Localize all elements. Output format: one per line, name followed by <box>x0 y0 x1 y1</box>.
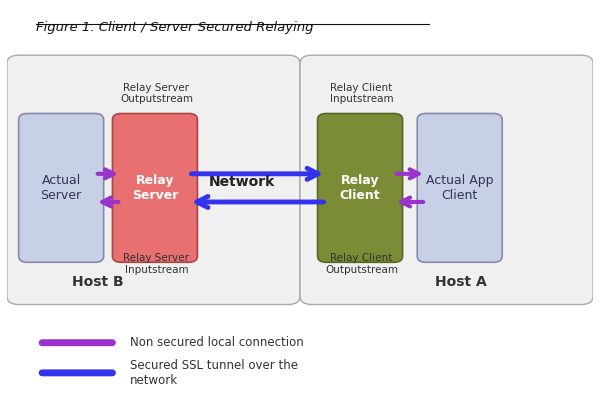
FancyBboxPatch shape <box>19 114 104 262</box>
Text: Relay Client
Outputstream: Relay Client Outputstream <box>325 253 398 275</box>
Text: Relay Server
Inputstream: Relay Server Inputstream <box>124 253 190 275</box>
Text: Figure 1. Client / Server Secured Relaying: Figure 1. Client / Server Secured Relayi… <box>36 21 314 34</box>
Text: Network: Network <box>208 175 275 189</box>
FancyBboxPatch shape <box>317 114 403 262</box>
FancyBboxPatch shape <box>417 114 502 262</box>
Text: Host B: Host B <box>72 275 124 290</box>
FancyBboxPatch shape <box>300 55 593 305</box>
Text: Relay
Client: Relay Client <box>340 174 380 202</box>
Text: Relay Server
Outputstream: Relay Server Outputstream <box>120 83 193 104</box>
Text: Actual App
Client: Actual App Client <box>426 174 493 202</box>
FancyBboxPatch shape <box>7 55 300 305</box>
Text: Non secured local connection: Non secured local connection <box>130 336 304 349</box>
Text: Actual
Server: Actual Server <box>41 174 82 202</box>
FancyBboxPatch shape <box>112 114 197 262</box>
Text: Host A: Host A <box>436 275 487 290</box>
Text: Relay Client
Inputstream: Relay Client Inputstream <box>330 83 394 104</box>
Text: Secured SSL tunnel over the
network: Secured SSL tunnel over the network <box>130 359 298 387</box>
Text: Relay
Server: Relay Server <box>132 174 178 202</box>
